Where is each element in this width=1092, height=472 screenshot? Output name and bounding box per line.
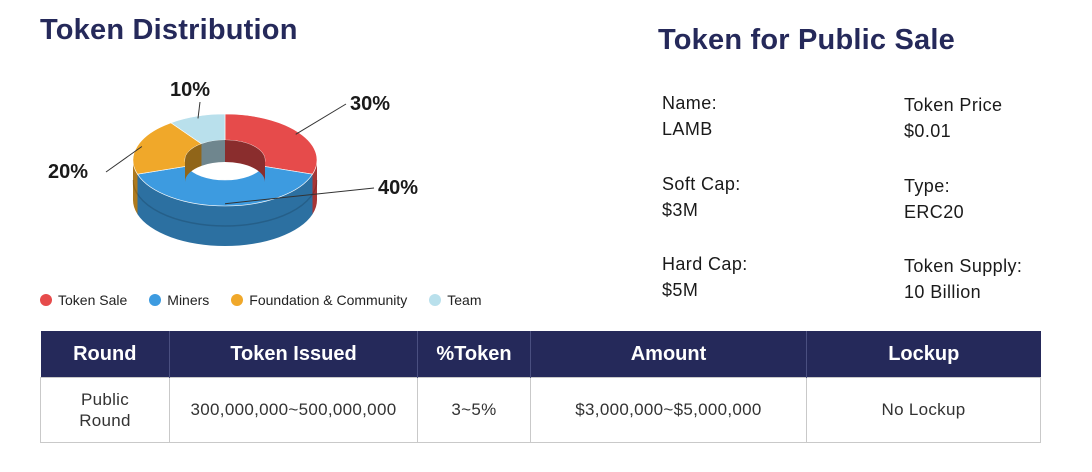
callout-line-miners <box>224 187 375 205</box>
table-header-row: Round Token Issued %Token Amount Lockup <box>40 331 1041 378</box>
legend-item-team: Team <box>429 292 482 308</box>
info-token-supply: Token Supply: 10 Billion <box>904 253 1022 305</box>
info-name: Name: LAMB <box>662 90 717 142</box>
info-name-value: LAMB <box>662 119 713 139</box>
info-hard-cap-value: $5M <box>662 280 699 300</box>
info-hard-cap-label: Hard Cap: <box>662 254 748 274</box>
legend-item-foundation-community: Foundation & Community <box>231 292 407 308</box>
callout-label-token-sale: 30% <box>350 93 390 115</box>
chart-legend: Token Sale Miners Foundation & Community… <box>40 292 504 308</box>
cell-percent-token: 3~5% <box>417 377 531 443</box>
donut-side-foundation-community <box>133 160 138 215</box>
donut-side-token-sale <box>312 160 317 215</box>
header-round: Round <box>40 331 170 378</box>
legend-label-token-sale: Token Sale <box>58 292 128 308</box>
cell-lockup: No Lockup <box>806 377 1041 443</box>
token-distribution-title: Token Distribution <box>40 14 298 46</box>
info-soft-cap-value: $3M <box>662 200 699 220</box>
legend-swatch-team <box>429 294 442 306</box>
header-percent-token: %Token <box>417 331 531 378</box>
donut-hole-wall-foundation-community <box>185 143 202 182</box>
header-amount: Amount <box>530 331 807 378</box>
donut-side-ridge <box>132 179 318 227</box>
info-token-supply-value: 10 Billion <box>904 282 982 302</box>
info-hard-cap: Hard Cap: $5M <box>662 251 748 303</box>
legend-label-miners: Miners <box>167 292 210 308</box>
donut-slice-miners <box>136 165 314 207</box>
table-row: Public Round 300,000,000~500,000,000 3~5… <box>40 377 1041 443</box>
info-soft-cap-label: Soft Cap: <box>662 174 741 194</box>
public-round-table: Round Token Issued %Token Amount Lockup … <box>40 331 1041 443</box>
callout-label-foundation-community: 20% <box>48 161 88 183</box>
info-type-label: Type: <box>904 176 951 196</box>
legend-swatch-foundation-community <box>231 294 244 306</box>
info-token-supply-label: Token Supply: <box>904 256 1023 276</box>
callout-line-foundation-community <box>105 146 143 173</box>
info-type: Type: ERC20 <box>904 173 964 225</box>
token-distribution-donut-chart: 30% 40% 20% 10% <box>48 79 418 246</box>
header-token-issued: Token Issued <box>169 331 418 378</box>
callout-line-token-sale <box>295 103 347 135</box>
donut-hole-wall-token-sale <box>225 140 265 182</box>
callout-line-team <box>197 101 201 119</box>
info-token-price-value: $0.01 <box>904 121 952 141</box>
legend-label-foundation-community: Foundation & Community <box>249 292 408 308</box>
legend-swatch-miners <box>149 294 162 306</box>
cell-amount: $3,000,000~$5,000,000 <box>530 377 807 443</box>
cell-round: Public Round <box>40 377 170 443</box>
info-token-price: Token Price $0.01 <box>904 92 1002 144</box>
legend-item-token-sale: Token Sale <box>40 292 127 308</box>
legend-label-team: Team <box>447 292 482 308</box>
callout-label-team: 10% <box>170 79 210 101</box>
callout-label-miners: 40% <box>378 177 418 199</box>
donut-side-miners <box>137 174 313 246</box>
public-sale-title: Token for Public Sale <box>658 24 955 56</box>
cell-token-issued: 300,000,000~500,000,000 <box>169 377 418 443</box>
info-soft-cap: Soft Cap: $3M <box>662 171 741 223</box>
donut-hole-wall-team <box>201 140 225 166</box>
legend-item-miners: Miners <box>149 292 209 308</box>
header-lockup: Lockup <box>806 331 1041 378</box>
info-name-label: Name: <box>662 93 718 113</box>
info-token-price-label: Token Price <box>904 95 1003 115</box>
info-type-value: ERC20 <box>904 202 965 222</box>
legend-swatch-token-sale <box>40 294 52 306</box>
